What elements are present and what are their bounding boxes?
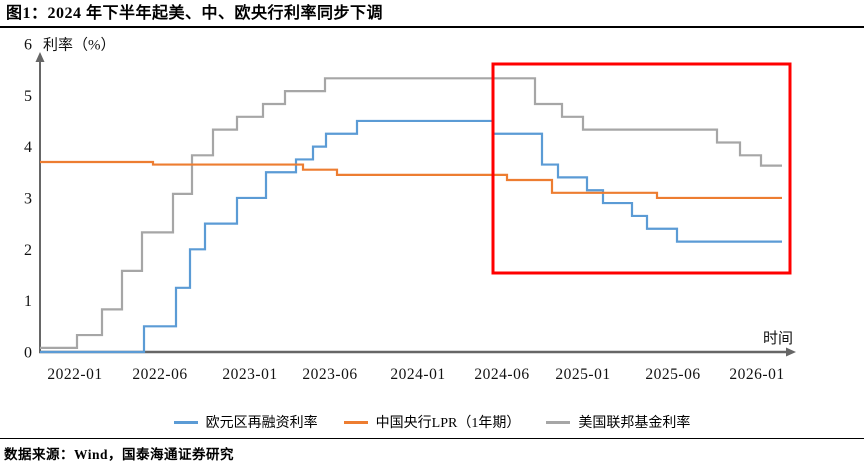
x-tick-label: 2024-01: [390, 366, 445, 383]
y-tick-label: 3: [24, 190, 32, 207]
y-tick-label: 5: [24, 88, 32, 105]
y-tick-label: 4: [24, 139, 32, 156]
legend-label-fed: 美国联邦基金利率: [578, 416, 691, 431]
legend-label-ecb: 欧元区再融资利率: [205, 416, 318, 431]
legend-item-fed: 美国联邦基金利率: [546, 412, 690, 432]
series-line-2: [40, 77, 782, 349]
y-axis-title: 利率（%）: [43, 36, 116, 53]
data-source: 数据来源：Wind，国泰海通证券研究: [0, 438, 864, 463]
series-line-1: [40, 160, 782, 200]
legend-swatch-lpr: [343, 420, 368, 424]
rate-chart: 0 1 2 3 4 5 6 利率（%） 2022-01 2022-06 2023-01 2023-06…: [24, 36, 796, 383]
legend-label-lpr: 中国央行LPR（1年期）: [375, 416, 521, 431]
legend-swatch-ecb: [173, 420, 198, 424]
legend-item-ecb: 欧元区再融资利率: [173, 412, 318, 432]
title-divider: [0, 26, 864, 28]
highlight-box: [491, 62, 792, 275]
legend-item-lpr: 中国央行LPR（1年期）: [343, 412, 521, 432]
y-tick-label: 0: [24, 345, 32, 362]
series-line-0: [40, 119, 782, 354]
x-tick-label: 2025-01: [555, 366, 610, 383]
legend-swatch-fed: [546, 420, 571, 424]
x-axis-title: 时间: [763, 330, 793, 347]
x-tick-label: 2024-06: [474, 366, 529, 383]
y-tick-label: 1: [24, 293, 32, 310]
legend: 欧元区再融资利率 中国央行LPR（1年期） 美国联邦基金利率: [0, 411, 864, 433]
y-tick-label: 6: [24, 36, 32, 53]
x-tick-label: 2022-01: [47, 366, 102, 383]
x-tick-label: 2025-06: [645, 366, 700, 383]
x-tick-label: 2022-06: [132, 366, 187, 383]
x-tick-label: 2023-01: [222, 366, 277, 383]
x-tick-label: 2026-01: [729, 366, 784, 383]
figure-title: 图1：2024 年下半年起美、中、欧央行利率同步下调: [6, 5, 384, 22]
y-axis-arrow-icon: [35, 52, 45, 62]
y-tick-label: 2: [24, 242, 32, 259]
x-axis-arrow-icon: [786, 347, 796, 357]
x-tick-label: 2023-06: [302, 366, 357, 383]
